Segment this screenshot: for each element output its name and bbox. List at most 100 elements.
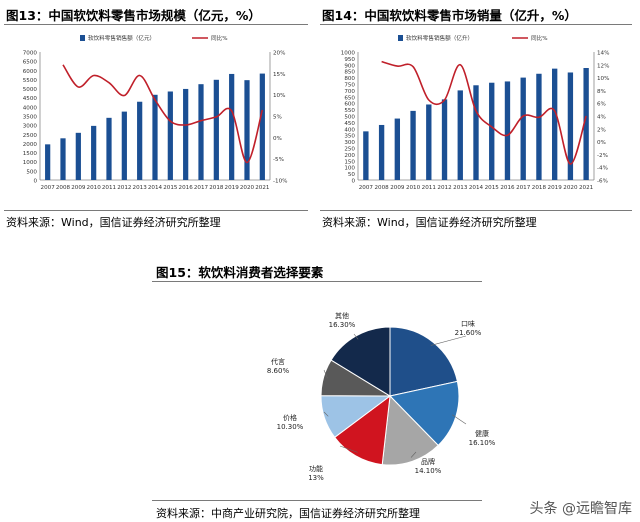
- left-tick-label: 3500: [23, 115, 38, 121]
- left-tick-label: 150: [344, 159, 355, 165]
- watermark: 头条 @远瞻智库: [529, 501, 632, 517]
- left-tick-label: 200: [344, 153, 355, 159]
- left-tick-label: 2500: [23, 133, 38, 139]
- slice-value-label: 10.30%: [277, 423, 304, 431]
- right-tick-label: 10%: [273, 93, 285, 99]
- x-tick-label: 2009: [71, 185, 86, 191]
- bar: [45, 144, 51, 180]
- right-tick-label: 14%: [597, 51, 609, 57]
- bar: [551, 68, 558, 180]
- bar: [457, 90, 463, 180]
- left-tick-label: 2000: [23, 142, 38, 148]
- left-tick-label: 500: [26, 169, 37, 175]
- bar: [106, 117, 112, 180]
- legend-bar-swatch: [398, 35, 403, 41]
- bar: [394, 118, 401, 180]
- x-tick-label: 2007: [41, 185, 56, 191]
- right-chart-source: 资料来源：Wind，国信证券经济研究所整理: [322, 216, 537, 229]
- slice-value-label: 21.60%: [455, 329, 482, 337]
- x-tick-label: 2016: [179, 185, 194, 191]
- x-tick-label: 2018: [209, 185, 224, 191]
- right-combo-chart: 0501001502002503003504004505005506006507…: [341, 34, 610, 191]
- right-tick-label: 8%: [597, 89, 606, 95]
- right-chart-title: 图14：中国软饮料零售市场销量（亿升，%）: [322, 8, 577, 23]
- bar: [60, 138, 66, 180]
- x-tick-label: 2014: [469, 185, 484, 191]
- x-tick-label: 2011: [422, 185, 437, 191]
- right-source-rule: [320, 210, 632, 211]
- pie-slice: [330, 326, 391, 397]
- leader-line: [323, 369, 328, 379]
- right-tick-label: -2%: [597, 153, 608, 159]
- left-tick-label: 350: [344, 134, 355, 140]
- x-tick-label: 2015: [163, 185, 178, 191]
- left-chart-title: 图13：中国软饮料零售市场规模（亿元，%）: [6, 8, 261, 23]
- bar: [167, 91, 173, 180]
- bar: [229, 73, 235, 180]
- leader-line: [323, 411, 329, 417]
- x-tick-label: 2010: [87, 185, 102, 191]
- leader-line: [430, 335, 467, 346]
- slice-value-label: 14.10%: [415, 467, 442, 475]
- x-tick-label: 2014: [148, 185, 163, 191]
- x-tick-label: 2012: [117, 185, 131, 191]
- left-tick-label: 1000: [23, 160, 38, 166]
- right-tick-label: 0%: [273, 136, 282, 142]
- bar: [198, 84, 204, 180]
- x-tick-label: 2017: [516, 185, 531, 191]
- left-tick-label: 250: [344, 147, 355, 153]
- right-tick-label: -4%: [597, 166, 608, 172]
- x-tick-label: 2018: [532, 185, 547, 191]
- right-tick-label: -10%: [273, 179, 287, 185]
- x-tick-label: 2020: [563, 185, 578, 191]
- x-tick-label: 2011: [102, 185, 117, 191]
- slice-value-label: 13%: [308, 474, 324, 482]
- pie-slice: [381, 394, 439, 466]
- left-tick-label: 450: [344, 121, 355, 127]
- bar: [183, 88, 189, 180]
- pie-slice: [389, 380, 460, 447]
- pie-source-rule: [152, 500, 482, 501]
- left-tick-label: 7000: [23, 51, 38, 57]
- left-tick-label: 550: [344, 108, 355, 114]
- leader-line: [353, 333, 359, 340]
- bar: [213, 79, 219, 180]
- left-tick-label: 4500: [23, 96, 38, 102]
- bar: [410, 110, 416, 180]
- x-tick-label: 2021: [579, 185, 594, 191]
- bar: [520, 77, 526, 180]
- bar: [473, 85, 479, 180]
- bar: [567, 72, 574, 180]
- bar: [121, 111, 127, 180]
- bar: [91, 125, 97, 180]
- slice-label: 功能: [309, 464, 323, 473]
- legend-bar-label: 软饮料零售销售额（亿元）: [88, 34, 155, 42]
- slice-label: 口味: [461, 319, 475, 328]
- right-tick-label: -6%: [597, 179, 608, 185]
- slice-label: 健康: [475, 429, 489, 438]
- legend-line-label: 同比%: [531, 34, 548, 42]
- left-tick-label: 650: [344, 95, 355, 101]
- left-tick-label: 6000: [23, 69, 38, 75]
- x-tick-label: 2020: [240, 185, 255, 191]
- pie-chart-source: 资料来源：中商产业研究院，国信证券经济研究所整理: [156, 507, 420, 520]
- left-tick-label: 3000: [23, 124, 38, 130]
- bar: [75, 132, 81, 180]
- left-tick-label: 500: [344, 115, 355, 121]
- bar: [489, 82, 495, 180]
- right-tick-label: 5%: [273, 115, 282, 121]
- left-tick-label: 950: [344, 57, 355, 63]
- bar: [244, 80, 250, 180]
- left-tick-label: 700: [344, 89, 355, 95]
- bar: [363, 131, 369, 180]
- bar: [441, 99, 448, 180]
- slice-value-label: 16.10%: [469, 439, 496, 447]
- left-chart-source: 资料来源：Wind，国信证券经济研究所整理: [6, 216, 221, 229]
- bar: [536, 73, 542, 180]
- left-tick-label: 5000: [23, 87, 38, 93]
- yoy-line: [381, 60, 587, 165]
- slice-label: 品牌: [421, 457, 435, 466]
- left-tick-label: 750: [344, 83, 355, 89]
- bar: [378, 124, 385, 180]
